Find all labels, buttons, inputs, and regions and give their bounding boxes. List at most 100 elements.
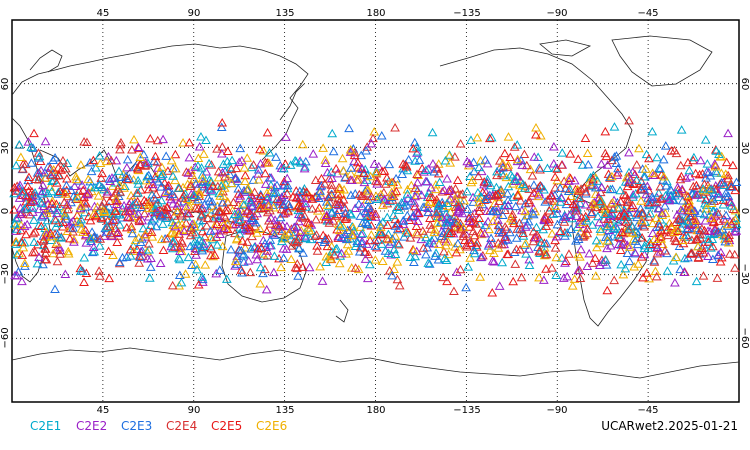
observation-marker: [645, 208, 656, 218]
observation-marker: [346, 209, 357, 219]
observation-marker: [671, 252, 681, 261]
observation-marker: [300, 233, 311, 243]
observation-marker: [350, 263, 361, 272]
observation-marker: [234, 157, 245, 167]
observation-marker: [46, 186, 57, 196]
observation-marker: [383, 248, 394, 257]
observation-marker: [618, 189, 629, 199]
observation-marker: [363, 201, 374, 211]
observation-marker: [409, 257, 419, 267]
observation-marker: [144, 245, 154, 254]
observation-marker: [689, 206, 700, 215]
observation-marker: [494, 196, 505, 206]
observation-marker: [156, 210, 167, 220]
observation-marker: [379, 194, 390, 203]
observation-marker: [48, 155, 58, 164]
observation-marker: [401, 225, 412, 235]
observation-marker: [484, 133, 495, 143]
observation-marker: [62, 199, 73, 209]
observation-marker: [194, 215, 205, 225]
observation-marker: [479, 228, 490, 238]
observation-marker: [31, 191, 41, 200]
observation-marker: [65, 233, 75, 243]
observation-marker: [353, 264, 364, 274]
observation-marker: [110, 205, 121, 215]
observation-marker: [34, 252, 44, 261]
observation-marker: [653, 204, 664, 213]
observation-marker: [575, 193, 586, 203]
observation-marker: [643, 197, 654, 207]
observation-marker: [256, 203, 267, 213]
observation-marker: [340, 208, 351, 217]
observation-marker: [544, 214, 555, 224]
bottom-tick-label: 45: [97, 405, 110, 416]
observation-marker: [432, 218, 443, 227]
observation-marker: [147, 232, 158, 241]
observation-marker: [689, 152, 699, 162]
observation-marker: [153, 197, 163, 207]
observation-marker: [362, 186, 373, 195]
observation-marker: [333, 189, 343, 198]
observation-marker: [607, 171, 617, 181]
observation-marker: [552, 219, 563, 229]
observation-marker: [480, 155, 491, 164]
observation-marker: [240, 243, 251, 252]
observation-marker: [143, 184, 154, 194]
observation-marker: [159, 188, 170, 198]
observation-marker: [375, 219, 385, 229]
observation-marker: [32, 168, 43, 177]
observation-marker: [215, 191, 226, 200]
observation-marker: [328, 216, 339, 225]
observation-marker: [75, 201, 86, 210]
observation-marker: [569, 274, 580, 283]
observation-marker: [193, 161, 203, 170]
observation-marker: [356, 191, 367, 200]
observation-marker: [515, 244, 525, 254]
observation-marker: [581, 187, 591, 196]
observation-marker: [30, 227, 41, 236]
observation-marker: [656, 225, 667, 235]
observation-marker: [376, 131, 387, 140]
observation-marker: [396, 198, 407, 207]
observation-marker: [603, 232, 614, 241]
observation-marker: [700, 135, 711, 144]
observation-marker: [628, 234, 639, 244]
observation-marker: [102, 222, 112, 231]
observation-marker: [230, 209, 240, 218]
observation-marker: [402, 189, 413, 198]
observation-marker: [247, 213, 257, 223]
observation-marker: [24, 209, 35, 219]
observation-marker: [674, 241, 685, 250]
observation-marker: [503, 160, 514, 169]
observation-marker: [682, 201, 693, 211]
observation-marker: [713, 189, 723, 198]
observation-marker: [600, 204, 610, 214]
observation-marker: [197, 209, 207, 218]
observation-marker: [469, 248, 480, 258]
observation-marker: [410, 191, 421, 201]
observation-marker: [466, 177, 477, 187]
observation-marker: [30, 174, 41, 184]
observation-marker: [321, 210, 332, 220]
observation-marker: [338, 165, 349, 175]
observation-marker: [657, 210, 668, 220]
observation-marker: [602, 221, 612, 231]
observation-marker: [296, 212, 307, 221]
observation-marker: [723, 170, 733, 180]
observation-marker: [520, 222, 531, 231]
observation-marker: [401, 160, 412, 170]
observation-marker: [638, 181, 649, 191]
observation-marker: [87, 227, 97, 236]
observation-marker: [259, 203, 270, 212]
observation-marker: [96, 173, 107, 182]
observation-marker: [465, 171, 475, 181]
observation-marker: [312, 241, 322, 250]
observation-marker: [87, 247, 98, 257]
observation-marker: [15, 152, 26, 161]
observation-marker: [143, 158, 153, 167]
observation-marker: [353, 199, 364, 208]
observation-marker: [268, 200, 279, 209]
observation-marker: [442, 276, 452, 286]
observation-marker: [176, 208, 187, 218]
observation-marker: [111, 155, 122, 165]
